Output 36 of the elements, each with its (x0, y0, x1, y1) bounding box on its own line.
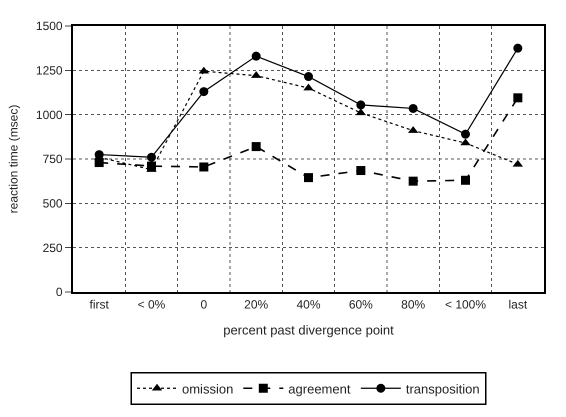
x-tick-label: first (90, 297, 110, 312)
point (304, 72, 313, 82)
point (252, 142, 261, 152)
y-tick-label: 250 (42, 240, 63, 255)
legend-label: agreement (288, 381, 351, 396)
point (461, 130, 470, 139)
legend-label: transposition (406, 381, 480, 396)
y-tick-label: 750 (42, 152, 63, 166)
point (461, 176, 470, 185)
x-tick-label: 80% (401, 297, 426, 312)
x-tick-label: 20% (244, 297, 268, 312)
x-tick-label: last (508, 297, 528, 312)
point (252, 52, 261, 61)
point (513, 93, 522, 102)
x-tick-label: < 0% (138, 297, 166, 312)
y-tick-label: 1000 (36, 108, 63, 122)
point (513, 44, 522, 53)
y-tick-label: 500 (42, 196, 63, 211)
point (199, 87, 208, 96)
x-tick-label: < 100% (444, 297, 486, 312)
legend-label: omission (182, 381, 234, 396)
point (356, 100, 366, 110)
x-tick-label: 60% (348, 297, 374, 312)
point (408, 176, 418, 186)
point (304, 173, 313, 182)
x-tick-label: 40% (296, 297, 321, 312)
y-tick-label: 1500 (36, 19, 63, 34)
x-axis-title: percent past divergence point (223, 322, 394, 338)
y-tick-label: 0 (56, 285, 63, 300)
point (199, 162, 208, 172)
point (408, 104, 418, 113)
y-tick-label: 1250 (36, 64, 63, 78)
y-axis-title: reaction time (msec) (6, 104, 21, 214)
x-tick-label: 0 (200, 297, 208, 312)
point (356, 166, 366, 176)
point (147, 152, 156, 162)
